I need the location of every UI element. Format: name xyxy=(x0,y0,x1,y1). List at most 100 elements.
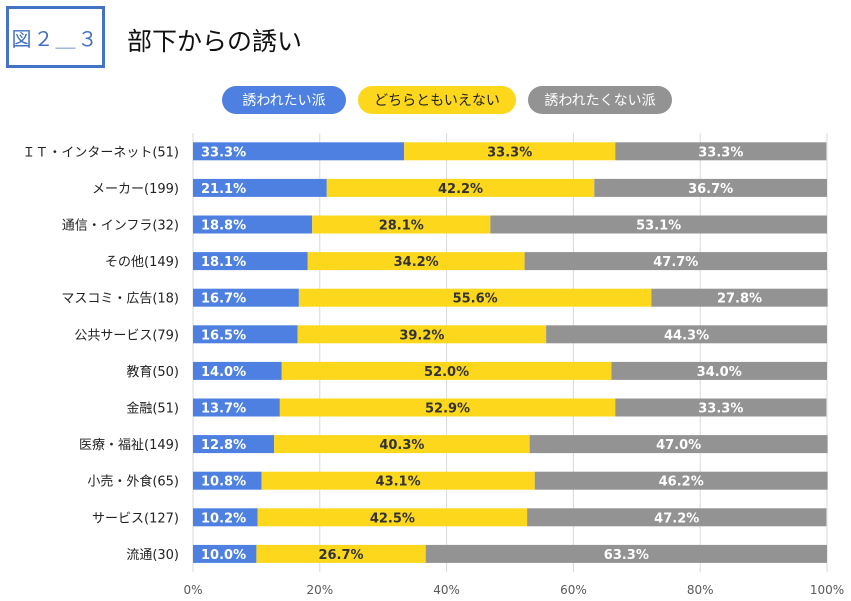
legend-item-want: 誘われたい派 xyxy=(222,86,346,114)
bar-segment xyxy=(524,252,827,271)
bar-segment xyxy=(594,178,827,197)
data-label: 63.3% xyxy=(604,548,649,563)
legend-label-neutral: どちらともいえない xyxy=(374,93,500,109)
data-label: 44.3% xyxy=(664,328,709,343)
category-label: 医療・福祉(149) xyxy=(79,438,179,453)
bar-segment xyxy=(326,178,595,197)
bar-segment xyxy=(534,471,828,490)
bar-segment xyxy=(307,252,525,271)
bar-segment xyxy=(193,398,280,417)
category-label: 公共サービス(79) xyxy=(74,328,179,343)
bar-segment xyxy=(490,215,827,234)
data-label: 34.0% xyxy=(697,365,742,380)
x-tick-label: 100% xyxy=(810,583,844,597)
bar-segment xyxy=(546,325,827,344)
category-label: サービス(127) xyxy=(92,511,179,526)
data-label: 10.2% xyxy=(201,511,246,526)
data-label: 16.7% xyxy=(201,292,246,307)
x-tick-label: 80% xyxy=(687,583,714,597)
legend-label-not-want: 誘われたくない派 xyxy=(544,93,656,109)
data-label: 52.9% xyxy=(425,402,470,417)
bar-segment xyxy=(611,361,827,380)
category-label: 金融(51) xyxy=(126,401,179,417)
data-label: 43.1% xyxy=(376,475,421,490)
bar-segment xyxy=(193,215,313,234)
data-label: 33.3% xyxy=(487,145,532,160)
bar-segment xyxy=(257,508,528,527)
bar-segment xyxy=(651,288,828,307)
data-label: 39.2% xyxy=(399,328,444,343)
bar-segment xyxy=(261,471,535,490)
category-label: ＩＴ・インターネット(51) xyxy=(22,145,179,160)
figure-label: 図２＿３ xyxy=(11,26,100,51)
bar-segment xyxy=(193,435,275,454)
data-label: 16.5% xyxy=(201,328,246,343)
data-label: 47.0% xyxy=(656,438,701,453)
data-label: 40.3% xyxy=(379,438,424,453)
bar-segment xyxy=(529,435,828,454)
data-label: 10.8% xyxy=(201,475,246,490)
category-label: 通信・インフラ(32) xyxy=(62,219,179,234)
data-label: 42.2% xyxy=(438,182,483,197)
data-label: 47.7% xyxy=(653,255,698,270)
x-tick-label: 0% xyxy=(183,583,202,597)
data-label: 47.2% xyxy=(654,511,699,526)
data-label: 27.8% xyxy=(717,292,762,307)
data-label: 55.6% xyxy=(453,292,498,307)
data-label: 14.0% xyxy=(201,365,246,380)
category-label: 小売・外食(65) xyxy=(87,474,179,490)
bar-segment xyxy=(297,325,547,344)
legend-item-neutral: どちらともいえない xyxy=(358,86,516,114)
data-label: 52.0% xyxy=(424,365,469,380)
figure-label-box: 図２＿３ xyxy=(6,6,105,68)
x-tick-label: 60% xyxy=(560,583,587,597)
legend-label-want: 誘われたい派 xyxy=(242,93,326,109)
chart-title: 部下からの誘い xyxy=(127,27,303,56)
data-label: 33.3% xyxy=(201,145,246,160)
data-label: 28.1% xyxy=(379,219,424,234)
bar-segment xyxy=(193,361,282,380)
bar-segment xyxy=(193,252,308,271)
bar-segment xyxy=(193,142,405,161)
bar-segment xyxy=(425,544,827,563)
bar-segment xyxy=(193,288,299,307)
category-label: メーカー(199) xyxy=(92,182,179,197)
bar-segment xyxy=(312,215,491,234)
bar-segment xyxy=(193,325,298,344)
data-label: 26.7% xyxy=(318,548,363,563)
data-label: 36.7% xyxy=(688,182,733,197)
category-label: 流通(30) xyxy=(126,548,179,563)
bar-segment xyxy=(281,361,612,380)
bar-segment xyxy=(298,288,652,307)
data-label: 21.1% xyxy=(201,182,246,197)
bar-segment xyxy=(615,398,827,417)
bar-segment xyxy=(193,544,257,563)
bar-segment xyxy=(193,508,258,527)
category-label: マスコミ・広告(18) xyxy=(61,292,179,307)
data-label: 46.2% xyxy=(659,475,704,490)
legend-item-not-want: 誘われたくない派 xyxy=(528,86,672,114)
data-label: 42.5% xyxy=(370,511,415,526)
bar-segment xyxy=(193,471,262,490)
data-label: 18.8% xyxy=(201,219,246,234)
bar-segment xyxy=(274,435,530,454)
category-label: その他(149) xyxy=(105,255,179,270)
data-label: 12.8% xyxy=(201,438,246,453)
bar-segment xyxy=(279,398,616,417)
category-label: 教育(50) xyxy=(126,364,179,380)
data-label: 13.7% xyxy=(201,402,246,417)
data-label: 18.1% xyxy=(201,255,246,270)
bar-segment xyxy=(527,508,827,527)
data-label: 33.3% xyxy=(698,145,743,160)
bar-segment xyxy=(193,178,327,197)
data-label: 33.3% xyxy=(698,402,743,417)
x-tick-label: 20% xyxy=(306,583,333,597)
bar-segment xyxy=(404,142,616,161)
data-label: 53.1% xyxy=(636,219,681,234)
data-label: 10.0% xyxy=(201,548,246,563)
x-tick-label: 40% xyxy=(433,583,460,597)
data-label: 34.2% xyxy=(394,255,439,270)
bar-segment xyxy=(256,544,426,563)
bar-segment xyxy=(615,142,827,161)
